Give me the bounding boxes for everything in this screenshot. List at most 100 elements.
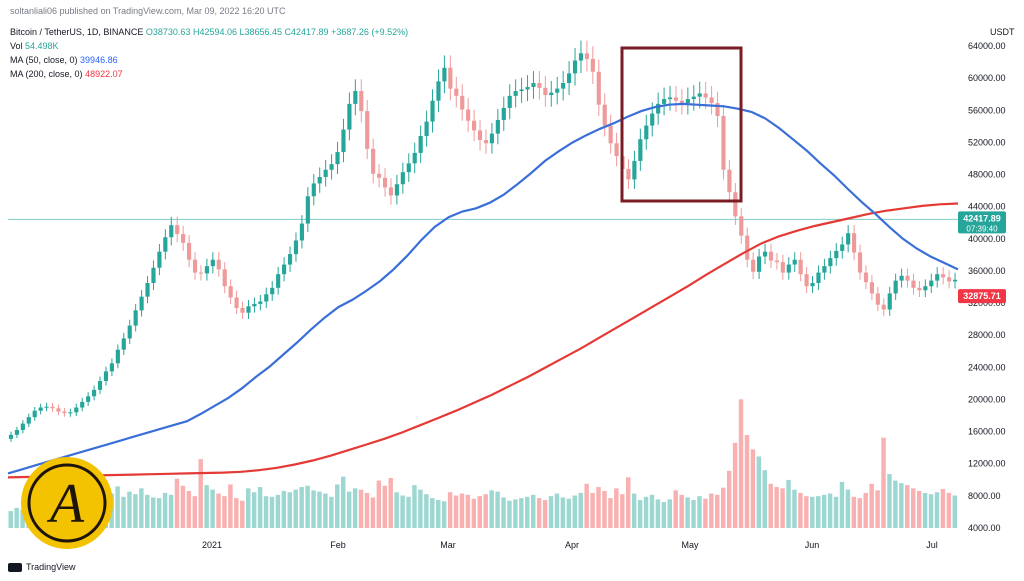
candle-body: [626, 168, 631, 180]
volume-bar: [257, 487, 263, 528]
volume-bar: [358, 489, 364, 528]
volume-bar: [780, 488, 785, 528]
candle-body: [578, 53, 584, 61]
volume-bar: [513, 499, 518, 528]
volume-bar: [596, 487, 601, 528]
volume-bar: [649, 494, 655, 528]
volume-bar: [821, 494, 827, 528]
volume-bar: [8, 511, 13, 528]
volume-bar: [946, 492, 952, 528]
volume-bar: [631, 493, 637, 528]
candle-body: [656, 103, 661, 114]
x-tick-label: Apr: [565, 540, 579, 550]
x-tick-label: Jun: [805, 540, 820, 550]
volume-bar: [127, 491, 132, 528]
candle-body: [768, 251, 774, 261]
volume-bar: [501, 497, 506, 528]
candle-body: [869, 282, 874, 294]
candle-body: [454, 88, 459, 96]
volume-bar: [447, 492, 453, 528]
volume-bar: [234, 498, 239, 528]
candle-body: [412, 152, 417, 164]
ma50-value: 39946.86: [80, 55, 118, 65]
volume-bar: [602, 490, 607, 528]
volume-bar: [833, 496, 839, 528]
volume-bar: [869, 483, 874, 528]
volume-bar: [471, 498, 477, 528]
candle-body: [952, 279, 958, 282]
volume-bar: [863, 492, 868, 528]
volume-bar: [768, 483, 773, 528]
x-tick-label: May: [681, 540, 699, 550]
candle-body: [875, 293, 880, 305]
candle-body: [448, 67, 453, 89]
candle-body: [555, 88, 560, 93]
last-price-badge: [958, 211, 1006, 234]
volume-bar: [240, 500, 245, 528]
volume-bar: [827, 493, 833, 528]
candle-body: [365, 111, 370, 149]
y-tick-label: 32000.00: [968, 298, 1006, 308]
candle-body: [840, 244, 845, 251]
candle-body: [252, 303, 257, 307]
ma200-line: [7, 202, 959, 479]
ma200-label: MA (200, close, 0): [10, 69, 83, 79]
candle-body: [115, 349, 120, 364]
candle-body: [507, 95, 512, 108]
volume-bar: [899, 483, 904, 528]
last-price-countdown: 07:39:40: [966, 224, 998, 233]
candle-body: [691, 96, 696, 100]
volume-bar: [637, 500, 643, 528]
volume-bar: [774, 487, 779, 528]
candle-body: [62, 411, 67, 414]
y-tick-label: 52000.00: [968, 137, 1006, 147]
candle-body: [549, 92, 554, 96]
volume-bar: [881, 437, 886, 528]
volume-bar: [620, 494, 625, 528]
candle-body: [846, 233, 851, 245]
candle-body: [614, 143, 619, 157]
y-tick-label: 56000.00: [968, 105, 1006, 115]
volume-bar: [323, 493, 328, 528]
volume-bar: [441, 501, 447, 528]
volume-bar: [525, 496, 530, 528]
volume-bar: [459, 493, 465, 528]
volume-bar: [139, 488, 144, 528]
candle-body: [192, 259, 198, 273]
volume-bar: [531, 494, 536, 528]
volume-bar: [655, 499, 661, 528]
ma200-value: 48922.07: [85, 69, 123, 79]
candle-body: [270, 287, 275, 295]
volume-bar: [804, 496, 809, 528]
volume-bar: [489, 490, 494, 528]
candle-body: [436, 81, 441, 101]
volume-line: Vol 54.498K: [10, 41, 59, 51]
volume-bar: [875, 490, 880, 528]
candle-body: [679, 100, 684, 104]
y-tick-label: 64000.00: [968, 41, 1006, 51]
volume-bar: [382, 485, 387, 528]
volume-bar: [715, 494, 720, 528]
candle-body: [234, 297, 239, 308]
volume-bar: [667, 499, 672, 528]
candle-body: [240, 307, 245, 313]
y-tick-label: 60000.00: [968, 73, 1006, 83]
volume-bar: [20, 509, 25, 528]
candle-body: [947, 277, 952, 282]
candle-body: [287, 254, 293, 265]
candle-body: [495, 119, 500, 134]
candle-body: [941, 274, 946, 278]
volume-bar: [121, 496, 126, 528]
volume-bar: [560, 497, 566, 528]
volume-bar: [726, 470, 732, 528]
candle-body: [32, 410, 37, 418]
volume-bar: [376, 480, 382, 528]
candle-body: [299, 223, 304, 241]
candle-body: [881, 304, 886, 310]
volume-bar: [156, 498, 162, 528]
ma50-line: [7, 102, 959, 475]
volume-bar: [578, 492, 583, 528]
volume-bar: [263, 496, 269, 528]
volume-bar: [216, 493, 221, 528]
candle-body: [644, 125, 649, 140]
